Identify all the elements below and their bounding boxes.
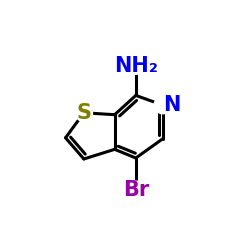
Circle shape [154,96,172,114]
Text: N: N [163,95,180,115]
Text: Br: Br [123,180,149,200]
Text: NH₂: NH₂ [114,56,158,76]
Circle shape [127,181,144,198]
Circle shape [127,57,144,74]
Text: S: S [76,103,91,123]
Circle shape [75,104,92,122]
